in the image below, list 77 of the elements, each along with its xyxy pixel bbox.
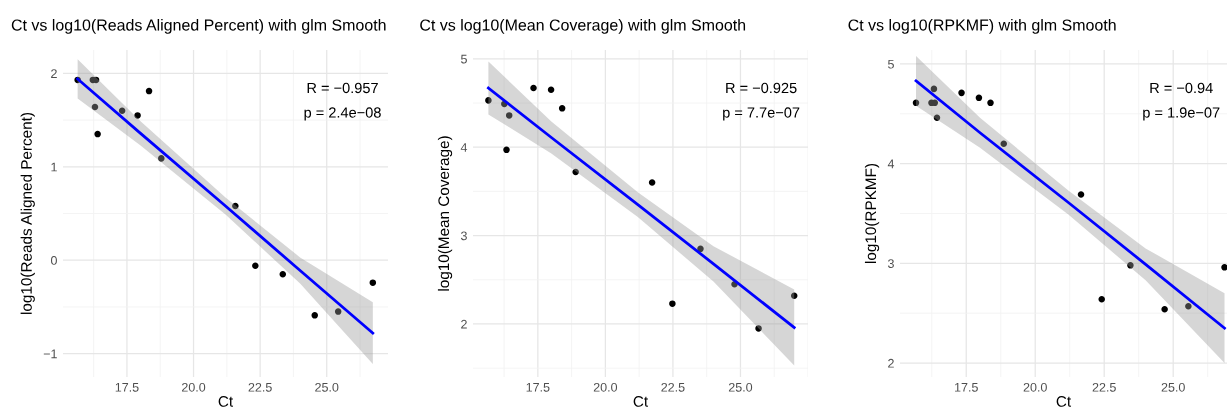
point [933, 114, 941, 122]
point [930, 85, 938, 93]
x-axis-title: Ct [633, 396, 649, 407]
point [987, 99, 994, 107]
x-axis-title: Ct [1056, 396, 1072, 407]
x-axis-title: Ct [218, 396, 234, 407]
point [558, 105, 566, 112]
point [648, 179, 656, 186]
point [118, 107, 126, 114]
point [755, 325, 762, 332]
x-tick-label: 17.5 [115, 383, 139, 392]
point [975, 94, 983, 102]
y-tick-label: 2 [888, 358, 894, 368]
chart-title: Ct vs log10(Reads Aligned Percent) with glm Smooth [11, 18, 386, 34]
y-tick-label: 4 [460, 143, 468, 152]
point [1221, 264, 1227, 271]
point [530, 84, 537, 92]
y-tick-label: 2 [461, 319, 467, 329]
x-tick-label: 25.0 [1161, 382, 1185, 392]
x-tick-label: 22.5 [1092, 382, 1116, 392]
y-tick-label: 5 [887, 59, 894, 69]
point [94, 130, 101, 138]
x-tick-label: 20.0 [1023, 382, 1047, 392]
y-axis-title: log10(RPKMF) [864, 163, 880, 263]
x-tick-label: 17.5 [955, 383, 978, 392]
annotation: R = −0.925 [726, 82, 797, 94]
y-tick-label: 3 [460, 231, 467, 241]
y-tick-label: −1 [43, 349, 57, 359]
x-tick-label: 25.0 [315, 382, 339, 392]
point [958, 89, 965, 97]
point [572, 168, 579, 176]
point [505, 112, 513, 119]
point [697, 245, 704, 253]
point [790, 292, 798, 299]
line-series [914, 79, 1226, 330]
point [311, 312, 318, 319]
annotation: R = −0.94 [1150, 82, 1213, 94]
point [1127, 262, 1134, 269]
annotation: R = −0.957 [307, 82, 378, 94]
point [279, 270, 287, 278]
annotation: p = 1.9e−07 [1143, 107, 1220, 121]
point [1098, 295, 1105, 303]
y-axis-title: log10(Mean Coverage) [437, 136, 453, 291]
x-tick-label: 25.0 [728, 382, 753, 392]
point [252, 262, 259, 270]
point [1185, 302, 1192, 310]
x-tick-label: 22.5 [661, 382, 685, 392]
y-axis-title: log10(Reads Aligned Percent) [20, 112, 35, 314]
point [369, 279, 377, 286]
chart-title: Ct vs log10(Mean Coverage) with glm Smooth [420, 18, 746, 34]
y-tick-label: 3 [887, 259, 894, 268]
point [912, 99, 920, 107]
point [232, 202, 239, 210]
y-tick-label: 4 [887, 159, 895, 169]
point [1000, 140, 1008, 147]
y-tick-label: 0 [50, 256, 57, 265]
point [334, 308, 342, 315]
x-tick-label: 20.0 [593, 382, 618, 392]
point [134, 112, 141, 119]
point [485, 97, 492, 104]
point [503, 146, 510, 154]
chart-title: Ct vs log10(RPKMF) with glm Smooth [848, 18, 1116, 34]
point [91, 103, 99, 111]
point [669, 300, 676, 307]
y-tick-label: 5 [460, 54, 467, 64]
y-tick-label: 2 [51, 69, 57, 78]
x-tick-label: 20.0 [182, 382, 206, 392]
annotation: p = 2.4e−08 [304, 107, 381, 121]
point [1161, 305, 1168, 313]
point [547, 86, 555, 94]
x-tick-label: 17.5 [526, 383, 550, 392]
point [158, 155, 165, 162]
annotation: p = 7.7e−07 [723, 107, 800, 121]
point [1077, 191, 1085, 198]
point [145, 87, 153, 95]
x-tick-label: 22.5 [248, 382, 272, 392]
y-tick-label: 1 [51, 162, 57, 172]
